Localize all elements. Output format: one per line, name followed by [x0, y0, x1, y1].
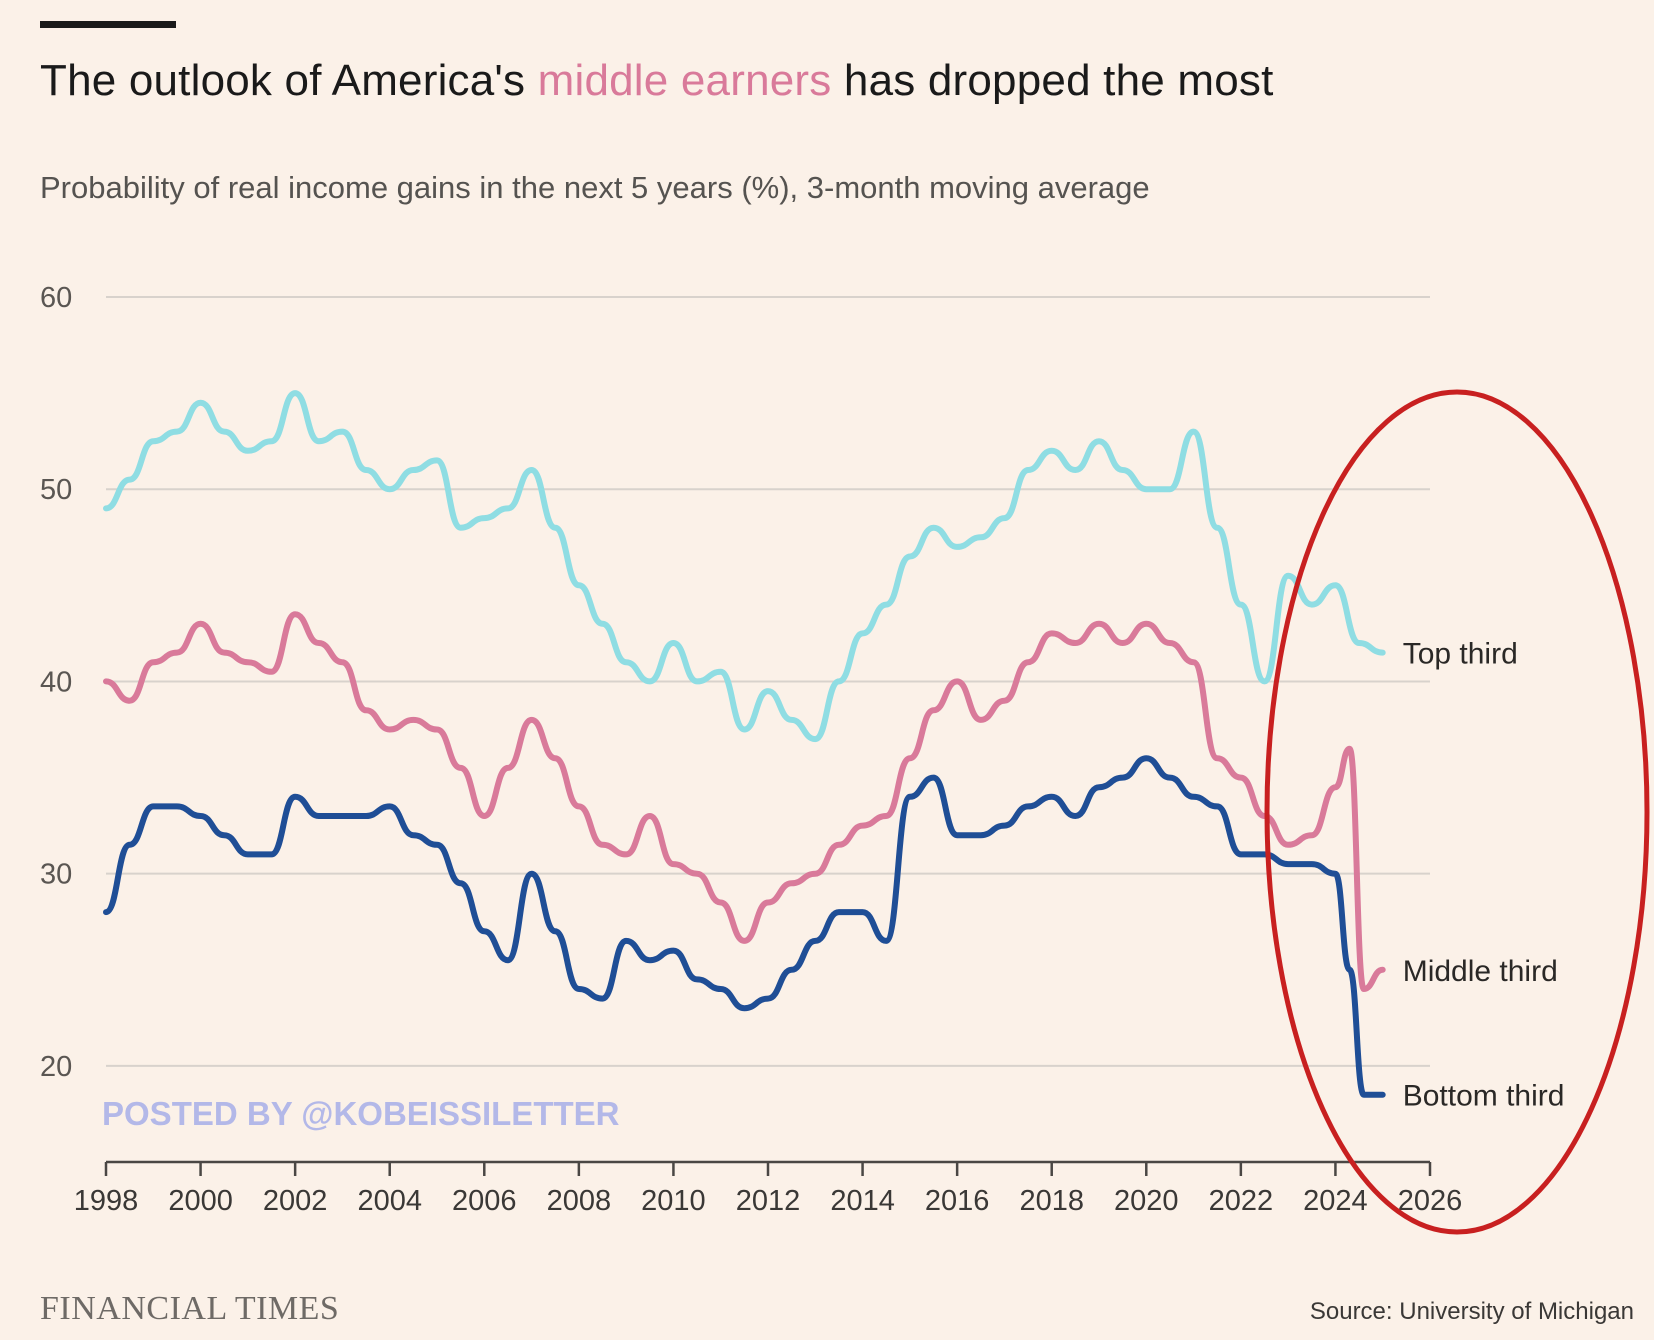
- series-line-middle-third: [103, 611, 1386, 992]
- x-axis: 1998 2000 2002 2004 2006 2008 2010 2012 2014 2016…: [74, 1160, 1463, 1217]
- x-tick-label: 2002: [263, 1185, 328, 1217]
- x-tick-label: 2010: [641, 1185, 706, 1217]
- x-tick-label: 2022: [1209, 1185, 1274, 1217]
- x-tick-label: 2000: [168, 1185, 233, 1217]
- series-lines: [103, 390, 1386, 1098]
- x-tick-label: 2020: [1114, 1185, 1179, 1217]
- series-label-top-third: Top third: [1403, 638, 1518, 671]
- title-highlight: middle earners: [537, 56, 832, 105]
- header-accent-bar: [40, 21, 176, 28]
- chart-title: The outlook of America's middle earners …: [40, 56, 1274, 105]
- y-tick-label: 50: [40, 474, 72, 506]
- x-tick-label: 2024: [1303, 1185, 1368, 1217]
- highlight-ellipse: [1264, 389, 1650, 1235]
- x-tick-label: 2016: [925, 1185, 990, 1217]
- x-tick-label: 2012: [736, 1185, 801, 1217]
- x-tick-label: 1998: [74, 1185, 139, 1217]
- y-axis-ticks: 20 30 40 50 60: [40, 282, 72, 1083]
- x-tick-label: 2004: [357, 1185, 422, 1217]
- series-label-bottom-third: Bottom third: [1403, 1080, 1565, 1113]
- x-tick-label: 2008: [547, 1185, 612, 1217]
- watermark-text: POSTED BY @KOBEISSILETTER: [102, 1095, 620, 1132]
- y-tick-label: 20: [40, 1051, 72, 1083]
- footer-source: Source: University of Michigan: [1309, 1298, 1634, 1325]
- y-tick-label: 60: [40, 282, 72, 314]
- series-line-bottom-third: [103, 755, 1386, 1098]
- series-labels: Top third Middle third Bottom third: [1403, 638, 1565, 1113]
- footer-brand: FINANCIAL TIMES: [40, 1290, 340, 1327]
- series-line-top-third: [103, 390, 1386, 743]
- chart-subtitle: Probability of real income gains in the …: [40, 170, 1150, 205]
- y-tick-label: 30: [40, 859, 72, 891]
- y-tick-label: 40: [40, 666, 72, 698]
- x-tick-label: 2006: [452, 1185, 517, 1217]
- series-label-middle-third: Middle third: [1403, 955, 1558, 988]
- x-tick-label: 2018: [1019, 1185, 1084, 1217]
- x-tick-label: 2014: [830, 1185, 895, 1217]
- x-tick-label: 2026: [1398, 1185, 1463, 1217]
